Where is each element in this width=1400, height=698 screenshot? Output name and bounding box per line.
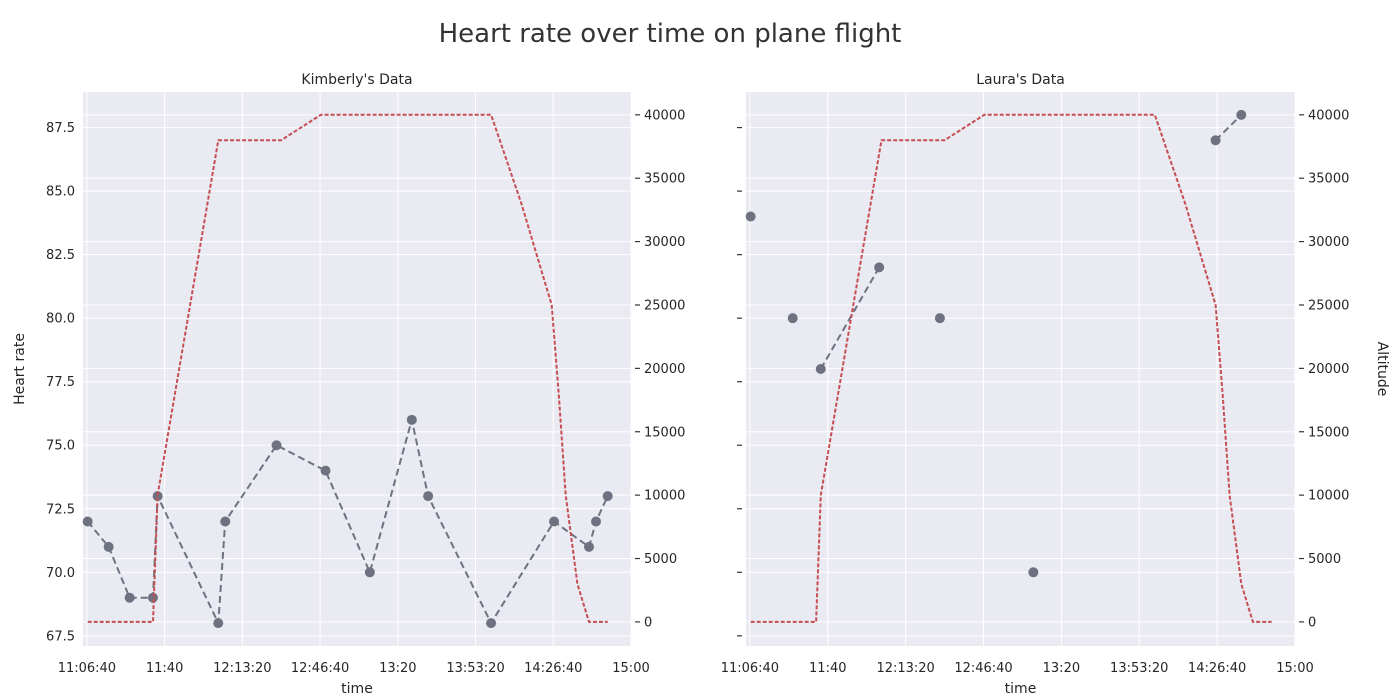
panel-0: Kimberly's Data 11:06:40 11:40 12:13:20 12:4… <box>12 72 685 697</box>
y2-tick-label: 10000 <box>1308 489 1349 504</box>
heart-rate-point <box>1210 135 1221 146</box>
x-tick-label: 12:13:20 <box>876 661 934 676</box>
heart-rate-point <box>271 440 282 451</box>
y2-tick-label: 5000 <box>1308 552 1341 567</box>
heart-rate-point <box>1236 109 1247 120</box>
panels: Kimberly's Data 11:06:40 11:40 12:13:20 12:4… <box>12 72 1390 697</box>
altitude-line <box>87 113 608 623</box>
y2-tick-label: 20000 <box>1308 362 1349 377</box>
x-tick-label: 11:40 <box>809 661 846 676</box>
x-axis-label: time <box>1005 681 1037 697</box>
x-tick-label: 14:26:40 <box>524 661 582 676</box>
gridlines <box>746 92 1296 646</box>
y2-tick-label: 40000 <box>644 108 685 123</box>
panel-title: Laura's Data <box>976 72 1065 88</box>
y-tick-label: 72.5 <box>46 502 75 517</box>
heart-rate-point <box>874 262 885 273</box>
x-tick-label: 12:13:20 <box>213 661 271 676</box>
y-tick-label: 70.0 <box>46 566 75 581</box>
y2-tick-label: 15000 <box>1308 425 1349 440</box>
heart-rate-point <box>103 541 114 552</box>
series-altitude <box>750 113 1272 623</box>
y-axis-label: Heart rate <box>12 333 28 405</box>
y2-tick-label: 35000 <box>644 172 685 187</box>
heart-rate-point <box>147 592 158 603</box>
panel-1: Laura's Data 11:06:40 11:40 12:13:20 12:46:4… <box>721 72 1390 697</box>
heart-rate-line <box>819 266 881 370</box>
x-tick-label: 11:40 <box>146 661 183 676</box>
y2-tick-label: 0 <box>1308 615 1316 630</box>
panel-title: Kimberly's Data <box>301 72 412 88</box>
y2-tick-label: 0 <box>644 615 652 630</box>
y2-tick-label: 10000 <box>644 489 685 504</box>
x-tick-label: 13:20 <box>1043 661 1080 676</box>
x-tick-label: 15:00 <box>1276 661 1313 676</box>
x-tick-label: 11:06:40 <box>58 661 116 676</box>
x-tick-label: 15:00 <box>612 661 649 676</box>
y2-tick-label: 30000 <box>1308 235 1349 250</box>
x-tick-label: 14:26:40 <box>1188 661 1246 676</box>
y-tick-label: 77.5 <box>46 375 75 390</box>
plot-area <box>83 92 631 646</box>
y2-axis-label: Altitude <box>1374 342 1390 397</box>
series-heart-rate <box>82 414 613 629</box>
y2-tick-label: 25000 <box>1308 298 1349 313</box>
gridlines <box>83 92 632 646</box>
heart-rate-point <box>934 313 945 324</box>
y-tick-label: 75.0 <box>46 439 75 454</box>
series-heart-rate <box>745 109 1247 578</box>
heart-rate-point <box>320 465 331 476</box>
y2-tick-label: 40000 <box>1308 108 1349 123</box>
x-tick-label: 12:46:40 <box>954 661 1012 676</box>
x-axis-label: time <box>341 681 373 697</box>
heart-rate-point <box>486 618 497 629</box>
y2-tick-label: 15000 <box>644 425 685 440</box>
y2-tick-label: 30000 <box>644 235 685 250</box>
plot-area <box>746 92 1295 646</box>
x-tick-label: 11:06:40 <box>721 661 779 676</box>
heart-rate-point <box>745 211 756 222</box>
x-tick-label: 13:20 <box>379 661 416 676</box>
heart-rate-point <box>602 491 613 502</box>
series-altitude <box>87 113 608 623</box>
heart-rate-point <box>124 592 135 603</box>
heart-rate-point <box>787 313 798 324</box>
y-tick-label: 80.0 <box>46 312 75 327</box>
y-tick-label: 67.5 <box>46 629 75 644</box>
heart-rate-point <box>220 516 231 527</box>
y-tick-label: 85.0 <box>46 185 75 200</box>
figure-title: Heart rate over time on plane flight <box>439 19 902 49</box>
y-tick-label: 82.5 <box>46 248 75 263</box>
y2-tick-label: 35000 <box>1308 172 1349 187</box>
x-tick-label: 12:46:40 <box>291 661 349 676</box>
heart-rate-line <box>86 419 609 627</box>
y-tick-label: 87.5 <box>46 121 75 136</box>
heart-rate-point <box>152 491 163 502</box>
y2-tick-label: 25000 <box>644 298 685 313</box>
heart-rate-point <box>584 541 595 552</box>
heart-rate-point <box>591 516 602 527</box>
heart-rate-point <box>815 364 826 374</box>
altitude-line <box>750 113 1272 623</box>
heart-rate-point <box>423 491 434 502</box>
heart-rate-point <box>82 516 93 527</box>
heart-rate-point <box>213 618 224 629</box>
x-tick-label: 13:53:20 <box>446 661 504 676</box>
heart-rate-point <box>364 567 375 578</box>
heart-rate-point <box>406 414 417 425</box>
y2-tick-label: 5000 <box>644 552 677 567</box>
heart-rate-point <box>1028 567 1039 578</box>
y2-tick-label: 20000 <box>644 362 685 377</box>
heart-rate-line <box>1214 114 1243 142</box>
heart-rate-point <box>549 516 560 527</box>
x-tick-label: 13:53:20 <box>1110 661 1168 676</box>
